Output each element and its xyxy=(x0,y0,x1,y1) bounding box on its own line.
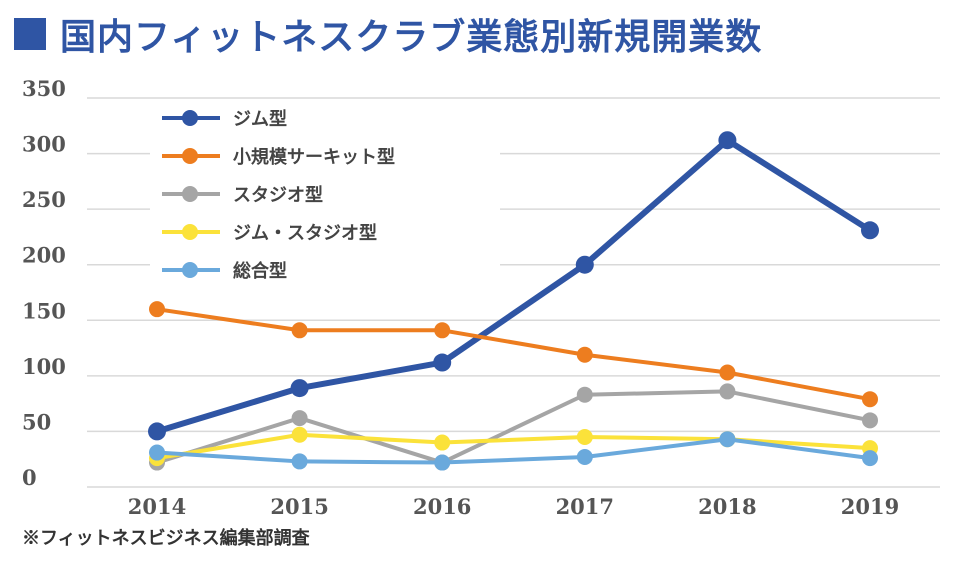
title-square-icon xyxy=(14,18,46,50)
x-tick-label: 2019 xyxy=(841,494,899,519)
data-point xyxy=(862,412,878,429)
y-tick-label: 300 xyxy=(22,132,66,157)
y-tick-label: 100 xyxy=(22,354,66,379)
series-line xyxy=(156,432,871,461)
legend-marker xyxy=(182,224,198,240)
data-point xyxy=(576,386,593,403)
x-tick-label: 2016 xyxy=(413,494,471,519)
data-point xyxy=(862,391,878,408)
series-line xyxy=(156,437,871,465)
y-tick-label: 250 xyxy=(22,187,66,212)
data-point xyxy=(149,301,165,318)
title-text: 国内フィットネスクラブ業態別新規開業数 xyxy=(60,16,763,58)
data-point xyxy=(576,448,593,465)
data-point xyxy=(576,346,593,363)
legend-marker xyxy=(182,262,198,278)
x-tick-label: 2014 xyxy=(128,494,186,519)
y-tick-label: 0 xyxy=(22,465,37,490)
data-point xyxy=(719,431,736,448)
data-point xyxy=(291,453,308,470)
data-point xyxy=(576,428,593,445)
data-point xyxy=(434,454,451,471)
y-tick-label: 50 xyxy=(22,409,51,434)
legend-label: 総合型 xyxy=(233,260,287,282)
y-tick-label: 200 xyxy=(22,243,66,268)
data-point xyxy=(719,364,736,381)
data-point xyxy=(291,426,308,443)
x-tick-label: 2018 xyxy=(698,494,756,519)
legend-label: ジム・スタジオ型 xyxy=(233,222,377,244)
y-tick-label: 150 xyxy=(22,298,66,323)
data-point xyxy=(149,444,165,461)
source-note: ※フィットネスビジネス編集部調査 xyxy=(22,528,310,549)
data-point xyxy=(862,450,878,467)
series-line xyxy=(156,307,871,402)
y-tick-label: 350 xyxy=(22,76,66,101)
legend-label: ジム型 xyxy=(233,108,287,130)
chart-title: 国内フィットネスクラブ業態別新規開業数 xyxy=(14,8,762,60)
legend-marker xyxy=(182,148,198,164)
data-point xyxy=(719,383,736,400)
data-point xyxy=(861,221,879,240)
x-tick-label: 2017 xyxy=(556,494,614,519)
data-point xyxy=(148,422,166,441)
data-point xyxy=(433,353,452,372)
data-point xyxy=(291,322,308,339)
data-point xyxy=(290,379,309,398)
legend-label: スタジオ型 xyxy=(233,184,323,206)
series-line xyxy=(156,137,872,435)
data-point xyxy=(291,410,308,427)
data-point xyxy=(434,434,451,451)
legend-label: 小規模サーキット型 xyxy=(233,146,395,168)
legend-marker xyxy=(182,186,198,202)
data-point xyxy=(575,255,594,274)
data-point xyxy=(434,322,451,339)
x-tick-label: 2015 xyxy=(270,494,328,519)
data-point xyxy=(718,131,737,150)
legend-marker xyxy=(182,110,198,126)
series-line xyxy=(156,389,871,465)
